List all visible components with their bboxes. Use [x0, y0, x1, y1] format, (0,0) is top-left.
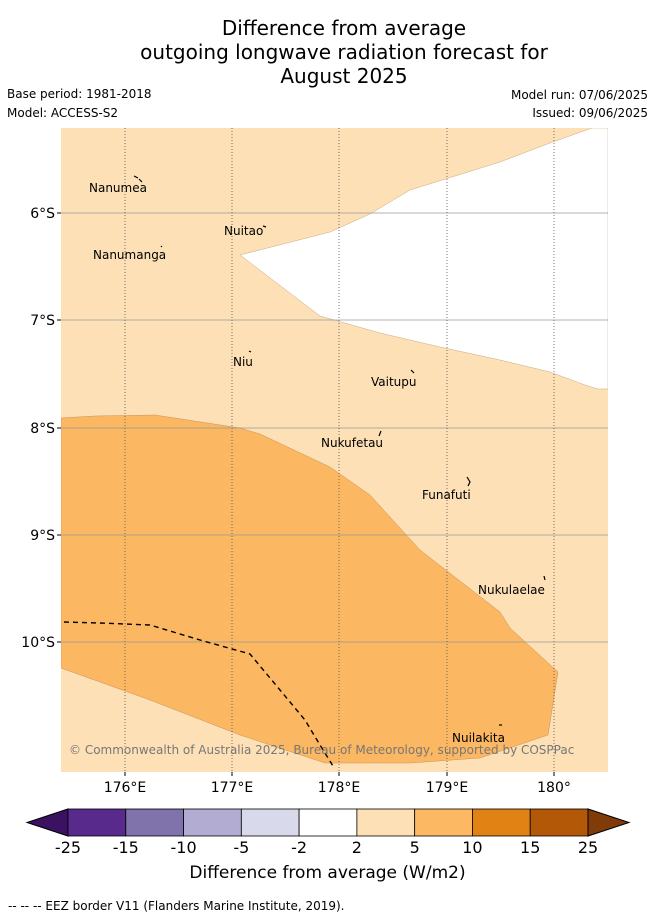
issued-date: Issued: 09/06/2025: [532, 106, 648, 120]
island-label-nukufetau: Nukufetau: [321, 436, 383, 450]
colorbar-tick-label: -15: [113, 838, 139, 857]
lat-tick-7s: 7°S: [30, 313, 55, 329]
colorbar-tick-label: 25: [578, 838, 598, 857]
colorbar-tick-label: 2: [352, 838, 362, 857]
island-label-nanumea: Nanumea: [89, 181, 147, 195]
island-label-nuitao: Nuitao: [224, 224, 263, 238]
colorbar: -25 -15 -10 -5 -2 2 5 10 15 25: [25, 808, 631, 857]
colorbar-tick-label: 10: [462, 838, 482, 857]
title-line-2: outgoing longwave radiation forecast for: [140, 40, 548, 64]
colorbar-tick-label: -25: [55, 838, 81, 857]
island-label-vaitupu: Vaitupu: [371, 375, 417, 389]
colorbar-arrow-high: [587, 808, 631, 837]
colorbar-box: [356, 808, 416, 837]
eez-legend-note: -- -- -- EEZ border V11 (Flanders Marine…: [8, 899, 345, 913]
colorbar-box: [125, 808, 184, 837]
model-name: Model: ACCESS-S2: [7, 106, 119, 120]
colorbar-box: [298, 808, 358, 837]
island-label-nanumanga: Nanumanga: [93, 248, 166, 262]
island-label-funafuti: Funafuti: [422, 488, 471, 502]
colorbar-tick-label: -5: [233, 838, 249, 857]
colorbar-label: Difference from average (W/m2): [189, 863, 466, 883]
lat-tick-6s: 6°S: [30, 206, 55, 222]
eez-border: [63, 621, 334, 767]
lon-tick-180: 180°: [537, 780, 571, 796]
colorbar-box: [183, 808, 242, 837]
colorbar-box: [529, 808, 589, 837]
island-shapes: [133, 175, 546, 726]
anomaly-zone-neutral: [239, 128, 608, 390]
lon-tick-176e: 176°E: [104, 780, 147, 796]
colorbar-tick-label: -2: [291, 838, 307, 857]
model-run: Model run: 07/06/2025: [510, 88, 648, 102]
colorbar-box: [414, 808, 473, 837]
title-line-1: Difference from average: [221, 16, 467, 40]
colorbar-tick-label: 15: [520, 838, 540, 857]
title-line-3: August 2025: [280, 64, 408, 88]
lon-gridlines: [124, 128, 555, 772]
lat-tick-8s: 8°S: [30, 421, 55, 437]
map-panel: Nanumea Nuitao Nanumanga Niu Vaitupu Nuk…: [61, 128, 608, 772]
lon-tick-179e: 179°E: [426, 780, 469, 796]
lat-gridlines: [61, 212, 608, 643]
map-title: Difference from average outgoing longwav…: [0, 16, 655, 88]
colorbar-box: [240, 808, 300, 837]
lat-tick-9s: 9°S: [30, 528, 55, 544]
base-period: Base period: 1981-2018: [7, 87, 152, 101]
colorbar-arrow-low: [25, 808, 69, 837]
colorbar-box: [67, 808, 127, 837]
colorbar-tick-label: -10: [170, 838, 196, 857]
lon-axis-labels: 176°E 177°E 178°E 179°E 180°: [104, 772, 571, 796]
lat-axis-labels: 6°S 7°S 8°S 9°S 10°S: [21, 206, 61, 651]
island-label-nuilakita: Nuilakita: [452, 731, 505, 745]
colorbar-tick-label: 5: [410, 838, 420, 857]
lon-tick-177e: 177°E: [211, 780, 254, 796]
island-label-nukulaelae: Nukulaelae: [478, 583, 545, 597]
lat-tick-10s: 10°S: [21, 635, 55, 651]
island-label-niu: Niu: [233, 355, 253, 369]
colorbar-box: [472, 808, 531, 837]
copyright-notice: © Commonwealth of Australia 2025, Bureau…: [69, 743, 574, 757]
lon-tick-178e: 178°E: [318, 780, 361, 796]
